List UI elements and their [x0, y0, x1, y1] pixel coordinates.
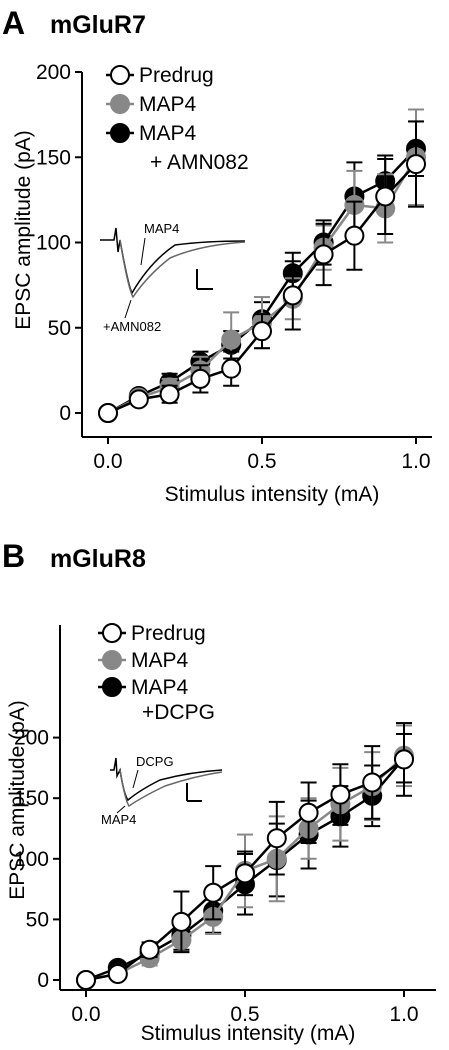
x-tick-label: 1.0: [389, 1003, 418, 1026]
data-point: [76, 970, 96, 990]
y-tick-label: 150: [14, 787, 49, 810]
legend: Predrug MAP4 MAP4 + AMN082: [106, 64, 249, 174]
inset-label-pointer: [124, 299, 132, 319]
inset-traces: MAP4 +AMN082: [100, 221, 246, 334]
legend-label: MAP4: [131, 649, 189, 672]
inset-label-pointer: [140, 237, 146, 266]
x-tick-label: 0.0: [93, 450, 122, 473]
data-point: [375, 186, 396, 207]
inset-label: MAP4: [101, 812, 136, 827]
x-axis-title: Stimulus intensity (mA): [165, 483, 380, 506]
series-line: [107, 163, 417, 415]
y-tick-label: 50: [26, 908, 49, 931]
y-tick-label: 200: [14, 727, 49, 750]
x-tick-label: 0.5: [247, 450, 276, 473]
trace-amn082: [119, 239, 246, 299]
legend-marker: [102, 650, 122, 670]
data-point: [107, 963, 128, 984]
legend-marker: [110, 65, 130, 85]
x-axis-title: Stimulus intensity (mA): [141, 1022, 356, 1045]
y-tick-label: 0: [59, 402, 71, 425]
legend-marker: [102, 677, 122, 697]
y-axis-title: EPSC amplitude (pA): [6, 700, 29, 900]
x-tick-label: 0.5: [230, 1003, 259, 1026]
chart-title: mGluR7: [50, 11, 146, 39]
data-point: [128, 389, 149, 410]
data-point: [344, 225, 365, 246]
inset-label-pointer: [132, 769, 139, 789]
y-tick-label: 100: [36, 232, 71, 255]
legend-label: MAP4: [139, 122, 197, 145]
data-point: [266, 828, 287, 849]
legend-label: Predrug: [139, 64, 214, 87]
data-point: [313, 244, 334, 265]
inset-traces: DCPG MAP4: [101, 754, 223, 827]
inset-label: +AMN082: [103, 319, 161, 334]
data-point: [235, 863, 255, 884]
data-point: [252, 321, 272, 342]
data-point: [406, 154, 426, 175]
y-axis-title: EPSC amplitude (pA): [12, 130, 35, 330]
panel-letter: A: [2, 5, 25, 41]
legend-label: Predrug: [131, 622, 206, 645]
y-tick-label: 0: [37, 969, 49, 992]
data-point: [282, 285, 303, 306]
data-point: [362, 772, 383, 793]
data-point: [190, 368, 211, 389]
series-predrug: [98, 120, 426, 423]
data-point: [171, 911, 192, 932]
legend-marker: [110, 94, 130, 114]
series-line: [107, 147, 417, 415]
legend-label: +DCPG: [142, 701, 215, 724]
series-line: [107, 156, 418, 415]
data-point: [394, 749, 414, 770]
trace-map4: [100, 227, 246, 295]
x-tick-label: 0.0: [71, 1003, 100, 1026]
legend-label: MAP4: [139, 93, 197, 116]
trace-map4: [119, 769, 223, 808]
y-tick-label: 100: [14, 848, 49, 871]
data-point: [221, 329, 242, 350]
y-tick-label: 200: [36, 61, 71, 84]
series-predrug: [76, 722, 414, 990]
legend-label: + AMN082: [150, 151, 249, 174]
series-map4-amn082: [98, 120, 426, 423]
inset-label-pointer: [116, 805, 126, 814]
chart-title: mGluR8: [50, 545, 146, 573]
legend-marker: [102, 623, 122, 643]
data-point: [159, 384, 180, 405]
y-tick-label: 150: [36, 146, 71, 169]
data-point: [98, 403, 118, 423]
y-tick-label: 50: [48, 317, 71, 340]
x-tick-label: 1.0: [401, 450, 430, 473]
data-point: [221, 358, 242, 379]
legend-label: MAP4: [131, 676, 189, 699]
panel-letter: B: [2, 538, 25, 574]
inset-label: DCPG: [136, 754, 174, 769]
legend-marker: [110, 123, 130, 143]
series-map4: [98, 108, 426, 423]
data-point: [203, 882, 224, 903]
inset-label: MAP4: [144, 221, 179, 236]
data-point: [298, 802, 319, 823]
data-point: [139, 939, 160, 960]
data-point: [330, 784, 351, 805]
